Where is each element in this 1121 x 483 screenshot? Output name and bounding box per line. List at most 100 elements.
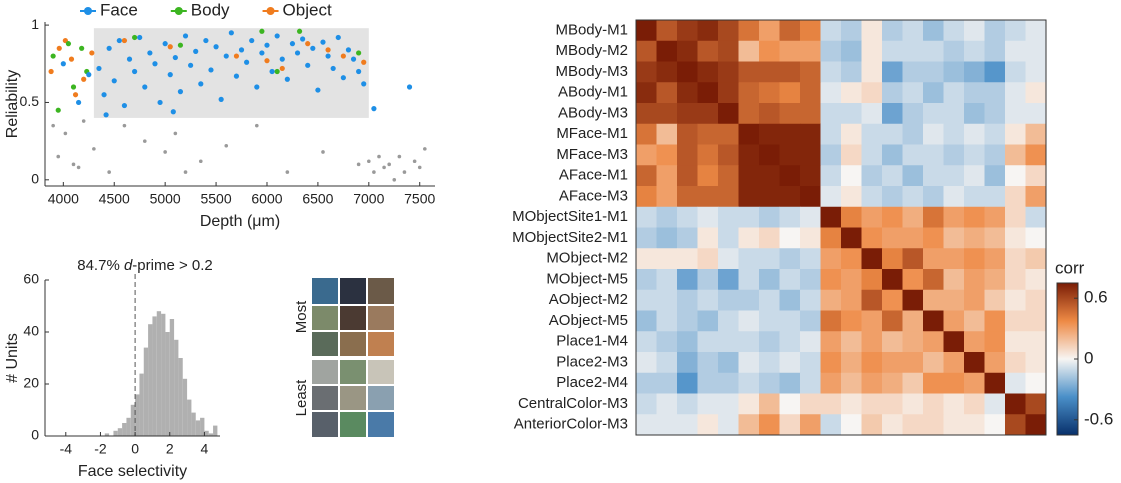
heatmap-cell [697, 331, 719, 353]
heatmap-cell [779, 227, 801, 249]
heatmap-cell [1025, 61, 1047, 83]
heatmap-cell [964, 310, 985, 332]
heatmap-cell [738, 165, 760, 187]
heatmap-cell [902, 165, 924, 187]
heatmap-cell [861, 289, 883, 311]
heatmap-cell [861, 40, 883, 62]
heatmap-cell [882, 414, 903, 436]
heatmap-cell [718, 352, 739, 374]
heatmap-cell [656, 40, 678, 62]
heatmap-cell [984, 165, 1006, 187]
point [173, 131, 178, 136]
heatmap-cell [964, 103, 985, 125]
bar [122, 423, 127, 436]
heatmap-cell [718, 186, 739, 208]
heatmap-cell [759, 144, 780, 166]
heatmap-cell [718, 40, 739, 62]
heatmap-cell [636, 289, 657, 311]
y-axis-label: # Units [4, 333, 21, 383]
heatmap-cell [943, 103, 965, 125]
heatmap-cell [738, 393, 760, 415]
heatmap-cell [882, 103, 903, 125]
heatmap-cell [820, 227, 842, 249]
heatmap-cell [841, 248, 862, 270]
heatmap-cell [882, 393, 903, 415]
point [92, 147, 96, 151]
heatmap-cell [964, 40, 985, 62]
heatmap-cell [800, 352, 821, 374]
annotation-part: 84.7% [77, 257, 124, 274]
heatmap-cell [697, 61, 719, 83]
point [321, 150, 325, 154]
heatmap-cell [677, 227, 698, 249]
heatmap-cell [820, 269, 842, 291]
row-label: MBody-M3 [555, 63, 628, 80]
heatmap-cell [984, 40, 1006, 62]
y-tick-label: 60 [23, 271, 39, 287]
heatmap-cell [738, 269, 760, 291]
point [300, 36, 306, 42]
heatmap-cell [902, 269, 924, 291]
bar [104, 433, 110, 436]
row-label: MBody-M2 [555, 42, 628, 59]
heatmap-cell [636, 269, 657, 291]
heatmap-cell [820, 310, 842, 332]
bar [135, 394, 140, 436]
heatmap-cell [820, 186, 842, 208]
heatmap-cell [943, 310, 965, 332]
annotation-part: d [124, 257, 133, 274]
point [106, 45, 112, 51]
heatmap-cell [984, 310, 1006, 332]
heatmap-cell [759, 331, 780, 353]
heatmap-cell [902, 186, 924, 208]
x-axis-label: Depth (μm) [200, 213, 280, 230]
point [233, 73, 240, 79]
image-label: Least [293, 379, 310, 417]
heatmap-cell [923, 393, 944, 415]
heatmap-cell [677, 269, 698, 291]
heatmap-cell [779, 20, 801, 42]
heatmap-cell [923, 289, 944, 311]
point [320, 39, 326, 45]
heatmap-cell [943, 289, 965, 311]
point [289, 41, 296, 47]
point [198, 159, 203, 164]
heatmap-cell [759, 414, 780, 436]
heatmap-cell [943, 248, 965, 270]
legend-label: Face [100, 0, 138, 19]
point [147, 50, 153, 56]
heatmap-cell [964, 227, 985, 249]
heatmap-cell [902, 331, 924, 353]
heatmap-cell [759, 82, 780, 104]
heatmap-cell [820, 20, 842, 42]
heatmap-cell [1005, 248, 1026, 270]
heatmap-cell [882, 165, 903, 187]
heatmap-cell [841, 393, 862, 415]
heatmap-cell [738, 20, 760, 42]
heatmap-cell [861, 206, 883, 228]
point [223, 53, 229, 59]
heatmap-cell [636, 206, 657, 228]
x-tick-label: 7500 [404, 191, 435, 207]
heatmap-cell [656, 331, 678, 353]
heatmap-cell [677, 144, 698, 166]
point [167, 44, 173, 50]
annotation-part: -prime > 0.2 [132, 257, 212, 274]
heatmap-cell [636, 144, 657, 166]
heatmap-cell [1025, 206, 1047, 228]
heatmap-cell [902, 61, 924, 83]
heatmap-cell [738, 206, 760, 228]
row-label: AObject-M5 [549, 312, 628, 329]
heatmap-cell [697, 248, 719, 270]
point [259, 50, 265, 56]
heatmap-cell [943, 165, 965, 187]
heatmap-cell [882, 310, 903, 332]
bar [143, 347, 149, 436]
bar [130, 404, 136, 436]
heatmap-cell [1005, 372, 1026, 394]
heatmap-cell [677, 82, 698, 104]
heatmap-cell [964, 393, 985, 415]
heatmap-cell [779, 393, 801, 415]
heatmap-cell [677, 40, 698, 62]
row-label: Place2-M3 [556, 353, 628, 370]
